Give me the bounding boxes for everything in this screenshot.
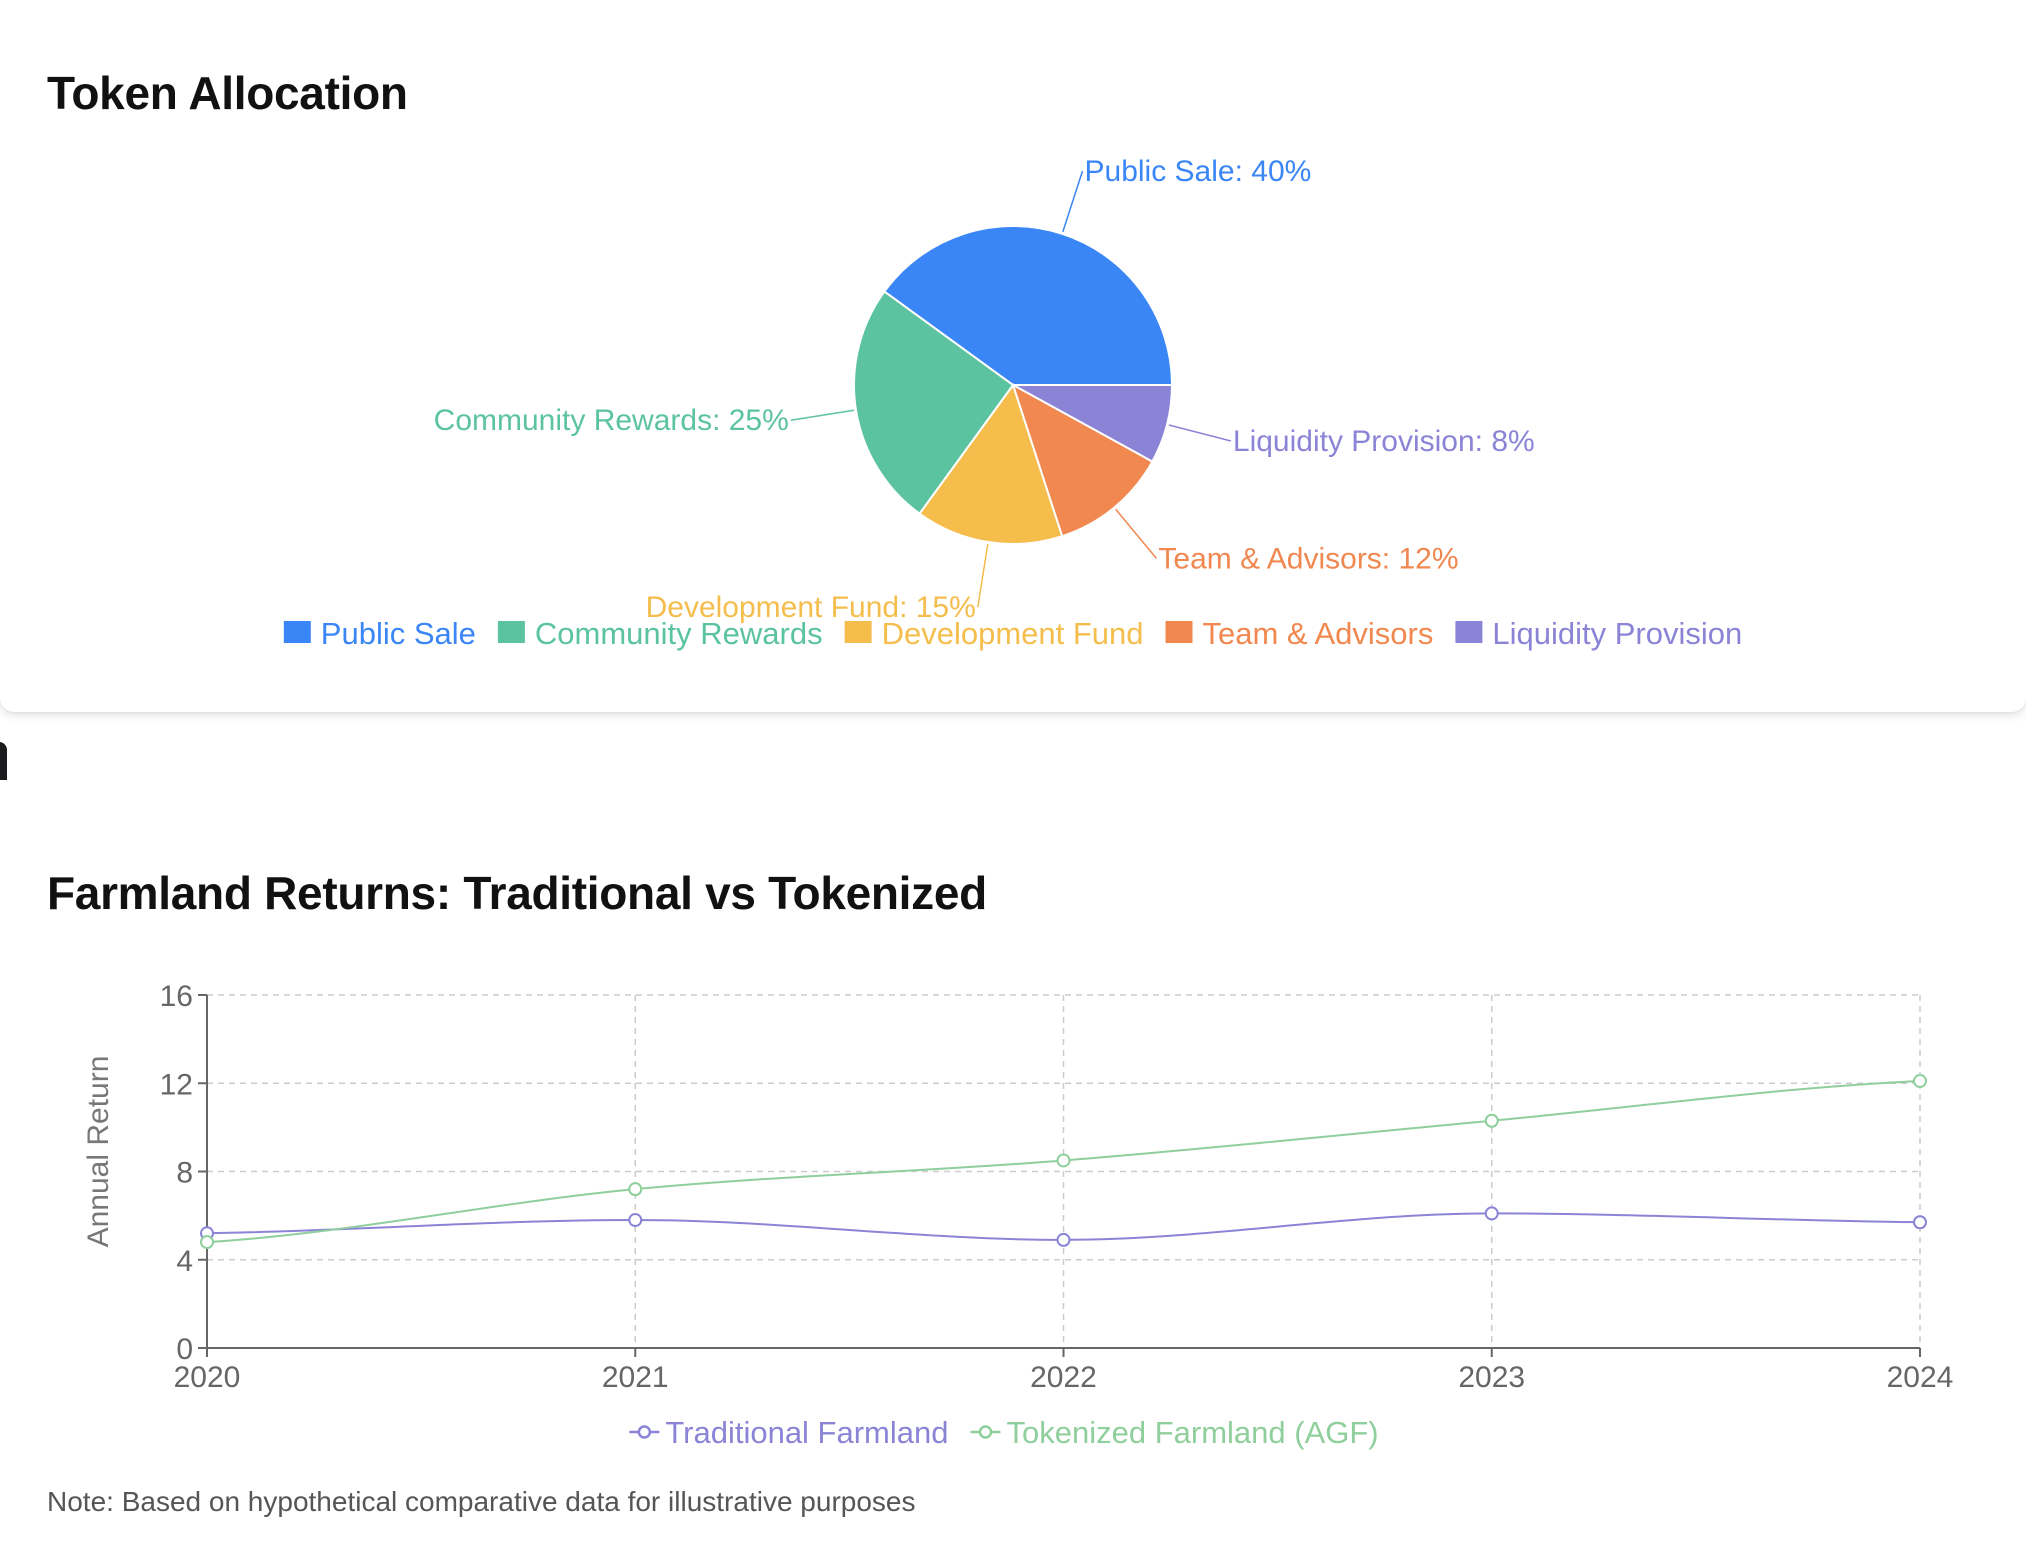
pie-legend-label-development-fund: Development Fund — [882, 616, 1144, 651]
data-point-tokenized-farmland-agf[interactable] — [200, 1235, 214, 1250]
token-allocation-card: Token Allocation Public Sale: 40% Liquidi… — [0, 0, 2026, 712]
farmland-returns-line-chart: 0 4 8 12 16 2020 2021 2022 2023 2024 Annual Return… — [82, 980, 1954, 1450]
line-legend-icon-marker — [978, 1425, 993, 1439]
pie-legend-swatch-public-sale — [283, 621, 311, 643]
farmland-returns-card: Farmland Returns: Traditional vs Tokeniz… — [0, 780, 2026, 1568]
x-axis-ticks: 2020 2021 2022 2023 2024 — [174, 1348, 1954, 1394]
x-tick-label: 2023 — [1458, 1361, 1525, 1394]
y-tick-label: 12 — [160, 1068, 193, 1101]
data-point-traditional-farmland[interactable] — [1056, 1232, 1071, 1247]
pie-label-public-sale: Public Sale: 40% — [1085, 155, 1312, 188]
footnote: Note: Based on hypothetical comparative … — [47, 1486, 916, 1517]
pie-legend-swatch-community-rewards — [497, 621, 525, 643]
data-point-traditional-farmland[interactable] — [1913, 1215, 1927, 1230]
series-traditional-farmland — [200, 1206, 1927, 1247]
data-point-tokenized-farmland-agf[interactable] — [1913, 1074, 1927, 1089]
data-point-tokenized-farmland-agf[interactable] — [628, 1182, 643, 1197]
y-tick-label: 16 — [160, 980, 193, 1013]
pie-legend-item-development-fund[interactable]: Development Fund — [844, 616, 1144, 651]
pie-leader-line-community-rewards — [790, 409, 855, 421]
pie-legend-label-public-sale: Public Sale — [321, 616, 476, 651]
pie-legend-item-team-and-advisors[interactable]: Team & Advisors — [1165, 616, 1434, 651]
x-tick-label: 2020 — [174, 1361, 241, 1394]
token-allocation-pie-chart: Public Sale: 40% Liquidity Provision: 8% T… — [283, 155, 1742, 651]
pie-legend-item-public-sale[interactable]: Public Sale — [283, 616, 476, 651]
y-tick-label: 0 — [176, 1333, 193, 1366]
line-legend-label-traditional-farmland: Traditional Farmland — [665, 1415, 948, 1450]
pie-slice-community-rewards[interactable] — [853, 290, 1015, 516]
token-allocation-title: Token Allocation — [47, 67, 408, 119]
pie-legend-label-community-rewards: Community Rewards — [535, 616, 823, 651]
y-tick-label: 8 — [176, 1157, 193, 1190]
pie-slice-team-and-advisors[interactable] — [1011, 382, 1154, 538]
line-legend-label-tokenized-farmland-agf: Tokenized Farmland (AGF) — [1007, 1415, 1379, 1450]
y-axis-title: Annual Return — [82, 1056, 115, 1248]
x-tick-label: 2024 — [1887, 1361, 1954, 1394]
side-panel-tab[interactable] — [0, 742, 7, 790]
pie-label-community-rewards: Community Rewards: 25% — [434, 404, 789, 437]
data-point-tokenized-farmland-agf[interactable] — [1056, 1153, 1071, 1168]
line-legend-icon-marker — [637, 1425, 652, 1439]
line-chart-grid — [207, 994, 1921, 1348]
pie-label-team-and-advisors: Team & Advisors: 12% — [1158, 542, 1458, 575]
pie-slices — [853, 225, 1174, 545]
x-tick-label: 2021 — [602, 1361, 669, 1394]
pie-labels: Public Sale: 40% Liquidity Provision: 8% T… — [434, 155, 1535, 624]
pie-slice-development-fund[interactable] — [918, 382, 1064, 545]
data-point-traditional-farmland[interactable] — [628, 1213, 643, 1228]
y-tick-label: 4 — [176, 1245, 193, 1278]
pie-leader-line-development-fund — [977, 543, 989, 608]
pie-legend-item-community-rewards[interactable]: Community Rewards — [497, 616, 823, 651]
pie-slice-public-sale[interactable] — [882, 225, 1174, 386]
pie-legend-swatch-liquidity-provision — [1455, 621, 1483, 643]
farmland-returns-title: Farmland Returns: Traditional vs Tokeniz… — [47, 867, 987, 919]
line-chart-legend: Traditional Farmland Tokenized Farmland (… — [629, 1415, 1379, 1450]
pie-label-liquidity-provision: Liquidity Provision: 8% — [1233, 425, 1535, 458]
pie-legend-swatch-team-and-advisors — [1165, 621, 1193, 643]
y-axis-ticks: 0 4 8 12 16 — [160, 980, 207, 1366]
line-legend-item-traditional-farmland[interactable]: Traditional Farmland — [629, 1415, 949, 1450]
pie-legend-item-liquidity-provision[interactable]: Liquidity Provision — [1455, 616, 1742, 651]
series-tokenized-farmland-agf — [200, 1074, 1927, 1250]
line-legend-item-tokenized-farmland-agf[interactable]: Tokenized Farmland (AGF) — [970, 1415, 1379, 1450]
pie-legend-label-team-and-advisors: Team & Advisors — [1203, 616, 1434, 651]
data-point-tokenized-farmland-agf[interactable] — [1484, 1113, 1499, 1128]
pie-leader-line-liquidity-provision — [1168, 424, 1232, 442]
pie-legend: Public Sale Community Rewards Development … — [283, 616, 1742, 651]
pie-label-development-fund: Development Fund: 15% — [646, 591, 976, 624]
pie-leader-line-public-sale — [1062, 170, 1084, 233]
pie-leader-line-team-and-advisors — [1115, 508, 1157, 559]
pie-legend-label-liquidity-provision: Liquidity Provision — [1492, 616, 1742, 651]
x-tick-label: 2022 — [1030, 1361, 1097, 1394]
data-point-traditional-farmland[interactable] — [1484, 1206, 1499, 1221]
pie-legend-swatch-development-fund — [844, 621, 872, 643]
